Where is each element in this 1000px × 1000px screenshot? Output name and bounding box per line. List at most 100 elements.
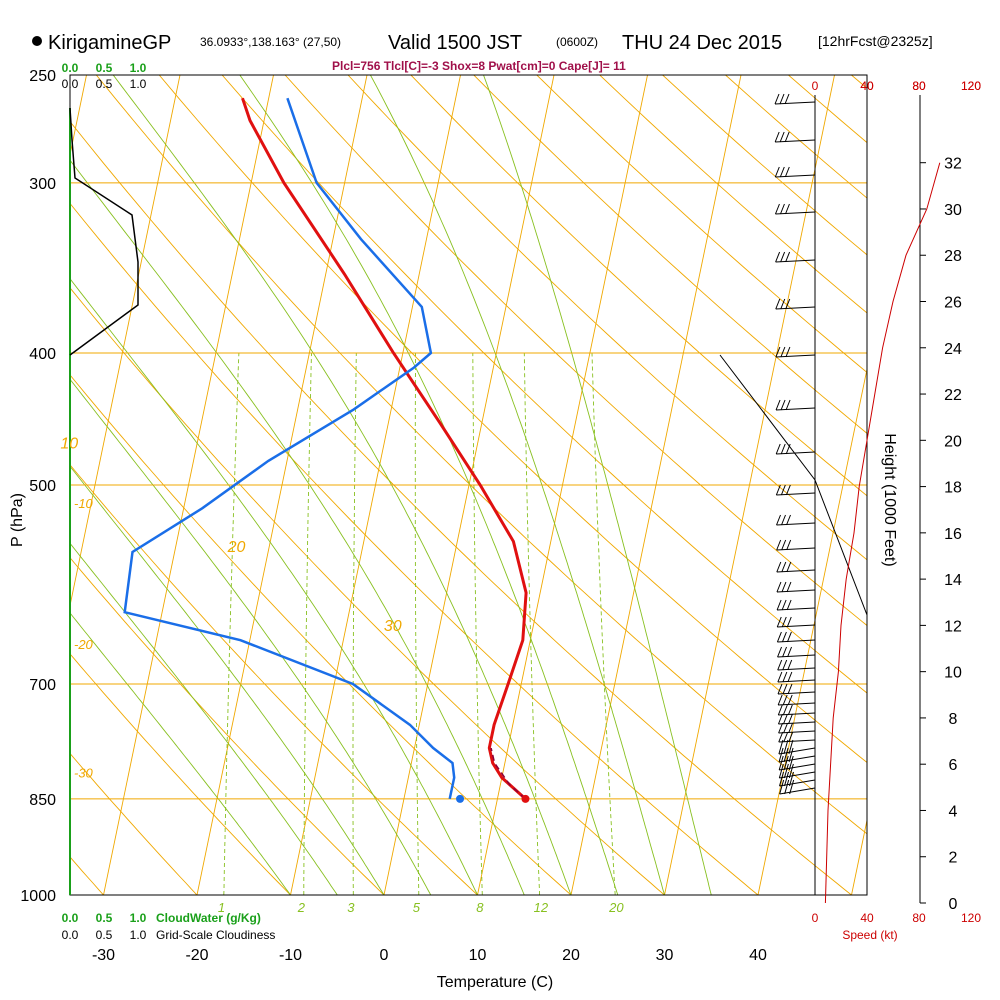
wind-barb-flag [787, 713, 793, 725]
mixing-ratio-line [352, 352, 357, 895]
wind-barb [776, 451, 816, 455]
wind-barb-flag [784, 203, 790, 215]
dry-adiabat-line [70, 202, 759, 895]
wind-barb [777, 667, 816, 671]
wind-barb-flag [785, 399, 791, 411]
dry-adiabat-label: -30 [74, 766, 94, 781]
temperature-tick-label: 30 [656, 947, 674, 964]
dry-adiabat-label: 30 [384, 618, 402, 635]
mixing-ratio-label: 3 [347, 900, 355, 915]
height-tick-label: 26 [944, 295, 962, 312]
height-tick-label: 20 [944, 433, 962, 450]
wind-barb [776, 492, 816, 496]
wind-barb-flag [774, 203, 780, 215]
temperature-tick-label: 10 [469, 947, 487, 964]
wind-barb-flag [788, 739, 794, 755]
wind-barb-flag [785, 484, 791, 496]
temperature-tick-label: 20 [562, 947, 580, 964]
wind-barb-flag [784, 166, 790, 178]
wind-barb [778, 730, 816, 734]
wind-barb-flag [777, 683, 783, 695]
wind-barb-flag [781, 631, 787, 643]
wind-barb-flag [775, 484, 781, 496]
wind-barb [779, 779, 816, 787]
wind-barb-flag [788, 722, 794, 734]
wind-barb [777, 624, 816, 628]
cloudiness-bottom-tick: 0.5 [96, 928, 113, 942]
wind-barb-flag [780, 399, 786, 411]
wind-barb [779, 763, 816, 771]
mixing-ratio-line [223, 352, 240, 895]
x-axis-title: Temperature (C) [437, 974, 553, 991]
wind-barb-flag [779, 93, 785, 105]
wind-barb-flag [782, 713, 788, 725]
wind-barb-flag [786, 616, 792, 628]
dry-adiabat-line [977, 75, 1000, 895]
dry-adiabat-line [70, 464, 478, 895]
mixing-ratio-label: 12 [534, 900, 549, 915]
wind-barb [778, 721, 816, 725]
wind-barb-flag [778, 747, 784, 763]
wind-barb-flag [775, 298, 781, 310]
wind-barb [777, 607, 816, 611]
wind-barb-flag [784, 131, 790, 143]
wind-barb-flag [777, 659, 783, 671]
title-bullet-icon [32, 36, 42, 46]
dry-adiabat-line [347, 75, 867, 561]
wind-barb-flag [782, 704, 788, 716]
cloudwater-bottom-tick: 1.0 [130, 911, 147, 925]
wind-barb-flag [778, 755, 784, 771]
wind-barb-flag [779, 203, 785, 215]
valid-date: THU 24 Dec 2015 [622, 32, 782, 54]
wind-barb-flag [782, 694, 788, 706]
wind-barb-flag [779, 166, 785, 178]
moist-adiabat-line [370, 75, 665, 895]
wind-barb-flag [783, 763, 789, 779]
station-name: KirigamineGP [48, 32, 171, 54]
speed-top-tick: 120 [961, 79, 981, 93]
speed-extra-top-tick: 80 [912, 79, 926, 93]
speed-extra-top-tick: 120 [961, 79, 981, 93]
wind-barb-flag [782, 683, 788, 695]
dry-adiabat-line [70, 374, 572, 895]
speed-bottom-tick: 120 [961, 911, 981, 925]
wind-barb-flag [784, 779, 790, 795]
wind-barb [777, 691, 816, 695]
wind-barb [778, 747, 816, 755]
chart-labels: 250 300 400 500 700 850 1000 -30 -20 -10 0 10 20 30 40… [20, 68, 767, 964]
height-tick-label: 18 [944, 480, 962, 497]
wind-barb-flag [788, 731, 794, 743]
pressure-tick-label: 1000 [20, 888, 56, 905]
wind-barb-flag [776, 581, 782, 593]
wind-barb-flag [788, 763, 794, 779]
temperature-tick-label: -20 [185, 947, 208, 964]
wind-barb-flag [786, 599, 792, 611]
wind-barb-flag [776, 561, 782, 573]
wind-barb-flag [786, 514, 791, 526]
dry-adiabat-line [95, 75, 867, 835]
wind-barb-flag [780, 443, 786, 455]
mixing-ratio-line [472, 352, 483, 895]
wind-barb-flag [782, 646, 788, 658]
moist-adiabat-line [70, 542, 338, 895]
wind-barb-flag [778, 763, 784, 779]
dry-adiabat-line [410, 75, 867, 497]
mixing-ratio-label: 8 [476, 900, 484, 915]
forecast-info: [12hrFcst@2325z] [818, 33, 933, 49]
wind-barb-flag [783, 747, 789, 763]
wind-barb-flag [786, 631, 792, 643]
pressure-tick-label: 500 [29, 478, 56, 495]
cloudwater-bottom-tick: 0.0 [62, 911, 79, 925]
wind-barb [775, 174, 816, 178]
wind-barb [778, 712, 816, 716]
height-tick-label: 22 [944, 387, 962, 404]
moist-adiabat-line [70, 159, 525, 895]
wind-barb-flag [781, 581, 787, 593]
speed-top-tick: 80 [912, 79, 926, 93]
wind-barb-flag [785, 443, 791, 455]
pressure-tick-label: 250 [29, 68, 56, 85]
cloudwater-bottom-tick: 0.5 [96, 911, 113, 925]
height-tick-label: 0 [949, 896, 958, 913]
